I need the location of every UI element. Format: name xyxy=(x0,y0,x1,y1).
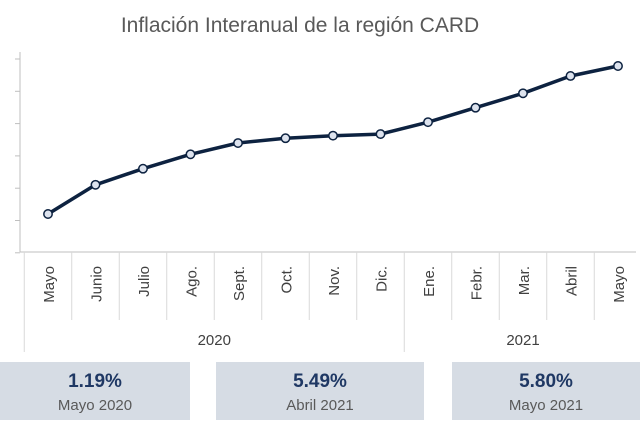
x-tick-label: Junio xyxy=(89,266,106,302)
stat-value: 5.49% xyxy=(216,371,424,393)
data-point xyxy=(471,104,479,112)
data-point xyxy=(281,134,289,142)
data-point xyxy=(519,89,527,97)
chart-axes xyxy=(15,52,640,352)
x-tick-label: Mayo xyxy=(41,266,58,303)
x-tick-labels: Mayo Junio Julio Ago. Sept. Oct. Nov. Dic. Ene. F… xyxy=(41,266,628,303)
data-point xyxy=(566,72,574,80)
x-tick-label: Ago. xyxy=(184,266,201,297)
stat-value: 1.19% xyxy=(0,371,190,393)
x-tick-label: Ene. xyxy=(421,266,438,297)
x-tick-label: Mar. xyxy=(516,266,533,295)
data-point xyxy=(376,130,384,138)
stat-box-april-2021: 5.49% Abril 2021 xyxy=(216,362,424,420)
data-point xyxy=(139,165,147,173)
data-point xyxy=(91,181,99,189)
line-chart: 2020 2021 Mayo Junio Julio Ago. Sept. Oct. Nov.… xyxy=(0,0,640,356)
stat-label: Mayo 2021 xyxy=(452,397,640,414)
x-tick-label: Febr. xyxy=(469,266,486,300)
x-tick-label: Sept. xyxy=(231,266,248,301)
stat-value: 5.80% xyxy=(452,371,640,393)
x-tick-label: Abril xyxy=(564,266,581,296)
series-points xyxy=(44,62,622,218)
data-point xyxy=(186,150,194,158)
data-point xyxy=(44,210,52,218)
x-tick-label: Nov. xyxy=(326,266,343,296)
x-tick-label: Dic. xyxy=(374,266,391,292)
data-point xyxy=(234,139,242,147)
x-tick-label: Oct. xyxy=(279,266,296,294)
stat-box-may-2021: 5.80% Mayo 2021 xyxy=(452,362,640,420)
x-tick-label: Mayo xyxy=(611,266,628,303)
year-group-label: 2021 xyxy=(506,332,539,349)
data-point xyxy=(329,131,337,139)
data-point xyxy=(424,118,432,126)
year-groups: 2020 2021 xyxy=(198,332,540,349)
stat-box-may-2020: 1.19% Mayo 2020 xyxy=(0,362,190,420)
year-group-label: 2020 xyxy=(198,332,231,349)
x-tick-label: Julio xyxy=(136,266,153,297)
data-point xyxy=(614,62,622,70)
stat-label: Abril 2021 xyxy=(216,397,424,414)
stat-label: Mayo 2020 xyxy=(0,397,190,414)
